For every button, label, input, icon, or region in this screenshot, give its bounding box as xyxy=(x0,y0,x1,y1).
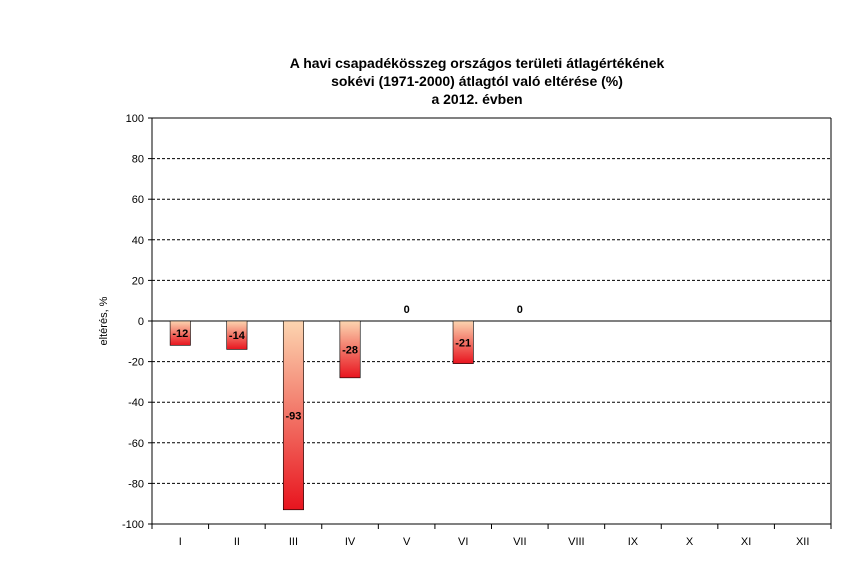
y-tick-label: 40 xyxy=(132,235,144,247)
x-tick-label: IX xyxy=(628,536,639,548)
y-tick-label: -40 xyxy=(128,397,144,409)
y-tick-label: -60 xyxy=(128,438,144,450)
y-tick-label: 80 xyxy=(132,154,144,166)
y-axis-ticks: 100 80 60 40 20 0 -20 -40 -60 -80 -100 xyxy=(122,113,152,531)
y-tick-label: 0 xyxy=(138,316,144,328)
chart-title-line-3: a 2012. évben xyxy=(431,91,522,107)
data-label: -28 xyxy=(342,344,358,356)
data-label: -93 xyxy=(286,410,302,422)
bar xyxy=(226,320,248,350)
bar xyxy=(169,320,191,346)
data-labels: -12 -14 -93 -28 0 -21 0 xyxy=(172,304,523,422)
gridlines xyxy=(152,158,831,484)
data-label: -21 xyxy=(455,337,471,349)
x-tick-label: II xyxy=(234,536,240,548)
x-tick-label: XII xyxy=(796,536,809,548)
y-tick-label: 20 xyxy=(132,275,144,287)
x-axis-ticks: I II III IV V VI VII VIII IX X XI XII xyxy=(151,524,832,548)
x-tick-label: VIII xyxy=(568,536,585,548)
data-label: 0 xyxy=(517,304,523,316)
x-tick-label: XI xyxy=(741,536,751,548)
bar xyxy=(452,320,474,364)
y-axis-label: eltérés, % xyxy=(98,296,110,345)
x-tick-label: X xyxy=(686,536,694,548)
x-tick-label: I xyxy=(179,536,182,548)
bars xyxy=(169,320,474,511)
y-tick-label: 60 xyxy=(132,194,144,206)
data-label: 0 xyxy=(404,304,410,316)
data-label: -12 xyxy=(172,328,188,340)
y-tick-label: -20 xyxy=(128,357,144,369)
chart-title-line-2: sokévi (1971-2000) átlagtól való eltérés… xyxy=(331,73,623,89)
y-tick-label: 100 xyxy=(126,113,144,125)
bar xyxy=(339,320,361,379)
x-tick-label: VI xyxy=(458,536,468,548)
bar xyxy=(282,320,304,511)
chart-title-line-1: A havi csapadékösszeg országos területi … xyxy=(290,55,665,71)
x-tick-label: V xyxy=(403,536,411,548)
y-tick-label: -100 xyxy=(122,519,144,531)
x-tick-label: VII xyxy=(513,536,526,548)
data-label: -14 xyxy=(229,330,246,342)
y-tick-label: -80 xyxy=(128,478,144,490)
x-tick-label: III xyxy=(289,536,298,548)
x-tick-label: IV xyxy=(345,536,356,548)
